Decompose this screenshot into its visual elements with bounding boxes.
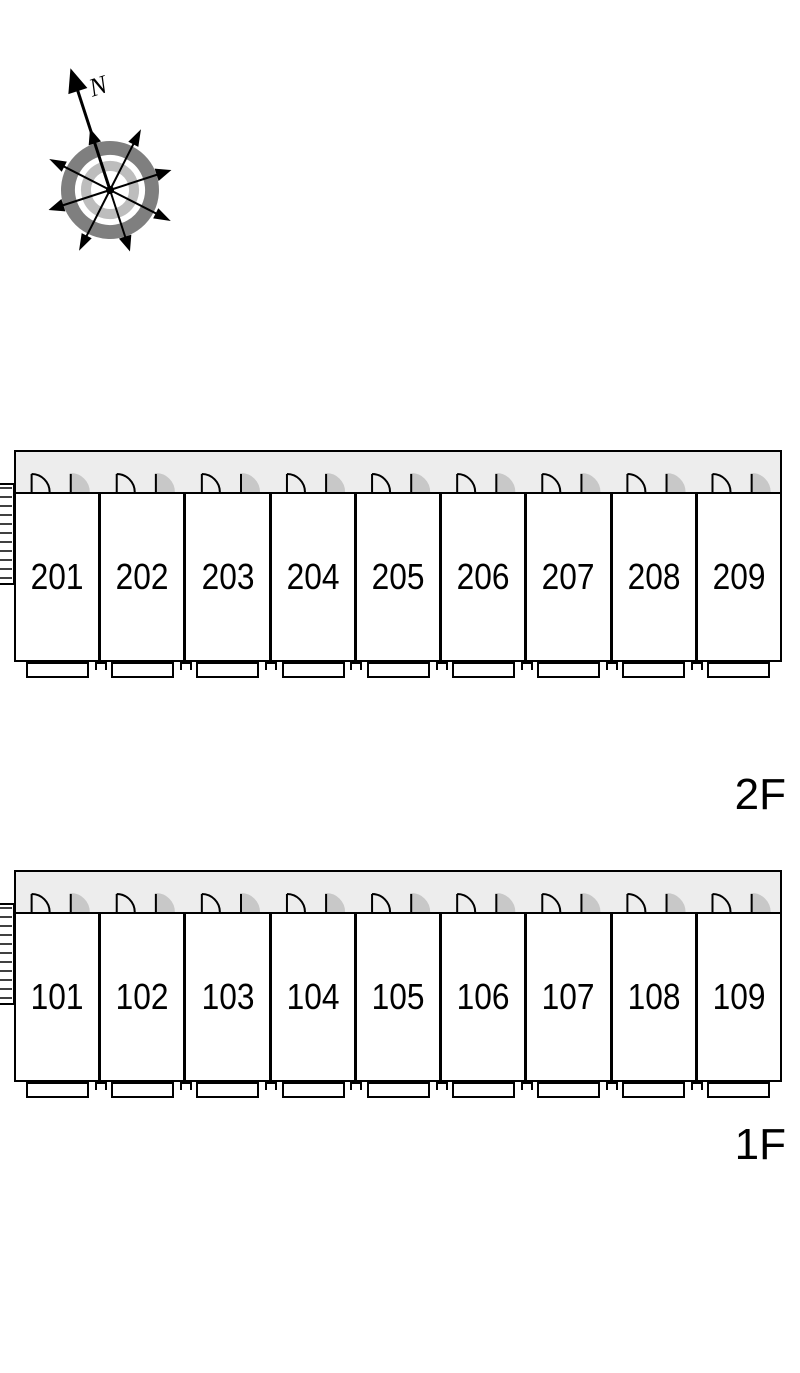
unit-207: 207 bbox=[527, 494, 612, 660]
balcony-divider bbox=[606, 660, 618, 670]
unit-label: 102 bbox=[116, 976, 169, 1018]
unit-label: 205 bbox=[372, 556, 425, 598]
unit-203: 203 bbox=[186, 494, 271, 660]
unit-label: 202 bbox=[116, 556, 169, 598]
balcony-divider bbox=[180, 660, 192, 670]
door-marks bbox=[16, 452, 784, 492]
balcony-divider bbox=[265, 660, 277, 670]
floor-block-1F: 101 102 103 104 105 106 107 108 109 bbox=[14, 870, 782, 1110]
unit-label: 201 bbox=[31, 556, 84, 598]
balcony bbox=[26, 660, 89, 678]
balcony-divider bbox=[350, 1080, 362, 1090]
unit-107: 107 bbox=[527, 914, 612, 1080]
balcony bbox=[367, 660, 430, 678]
balcony bbox=[707, 660, 770, 678]
balcony bbox=[452, 1080, 515, 1098]
unit-label: 101 bbox=[31, 976, 84, 1018]
unit-label: 208 bbox=[627, 556, 680, 598]
balcony bbox=[196, 1080, 259, 1098]
unit-label: 106 bbox=[457, 976, 510, 1018]
corridor bbox=[14, 450, 782, 492]
balcony bbox=[282, 660, 345, 678]
balcony bbox=[537, 660, 600, 678]
unit-201: 201 bbox=[16, 494, 101, 660]
balcony bbox=[26, 1080, 89, 1098]
units-row: 201 202 203 204 205 206 207 208 209 bbox=[14, 492, 782, 662]
unit-109: 109 bbox=[698, 914, 780, 1080]
unit-label: 105 bbox=[372, 976, 425, 1018]
balcony-divider bbox=[265, 1080, 277, 1090]
unit-label: 108 bbox=[627, 976, 680, 1018]
balcony bbox=[622, 1080, 685, 1098]
balcony bbox=[111, 1080, 174, 1098]
unit-209: 209 bbox=[698, 494, 780, 660]
unit-label: 103 bbox=[201, 976, 254, 1018]
balcony bbox=[452, 660, 515, 678]
balcony bbox=[622, 660, 685, 678]
corridor bbox=[14, 870, 782, 912]
unit-202: 202 bbox=[101, 494, 186, 660]
door-marks bbox=[16, 872, 784, 912]
balcony bbox=[282, 1080, 345, 1098]
unit-204: 204 bbox=[272, 494, 357, 660]
balcony bbox=[537, 1080, 600, 1098]
unit-label: 204 bbox=[286, 556, 339, 598]
balcony-row bbox=[14, 1082, 782, 1110]
unit-206: 206 bbox=[442, 494, 527, 660]
unit-label: 107 bbox=[542, 976, 595, 1018]
unit-104: 104 bbox=[272, 914, 357, 1080]
unit-label: 209 bbox=[712, 556, 765, 598]
units-row: 101 102 103 104 105 106 107 108 109 bbox=[14, 912, 782, 1082]
floor-block-2F: 201 202 203 204 205 206 207 208 209 bbox=[14, 450, 782, 690]
unit-103: 103 bbox=[186, 914, 271, 1080]
unit-label: 109 bbox=[712, 976, 765, 1018]
balcony-divider bbox=[436, 1080, 448, 1090]
floor-label-1F: 1F bbox=[735, 1120, 786, 1170]
unit-label: 207 bbox=[542, 556, 595, 598]
balcony-divider bbox=[521, 1080, 533, 1090]
balcony-divider bbox=[95, 660, 107, 670]
balcony bbox=[196, 660, 259, 678]
balcony-row bbox=[14, 662, 782, 690]
unit-label: 206 bbox=[457, 556, 510, 598]
floor-label-2F: 2F bbox=[735, 770, 786, 820]
unit-208: 208 bbox=[613, 494, 698, 660]
unit-101: 101 bbox=[16, 914, 101, 1080]
balcony-divider bbox=[521, 660, 533, 670]
balcony-divider bbox=[436, 660, 448, 670]
unit-label: 203 bbox=[201, 556, 254, 598]
balcony-divider bbox=[180, 1080, 192, 1090]
unit-108: 108 bbox=[613, 914, 698, 1080]
balcony-divider bbox=[606, 1080, 618, 1090]
compass-rose: N bbox=[30, 50, 210, 285]
unit-205: 205 bbox=[357, 494, 442, 660]
balcony-divider bbox=[691, 660, 703, 670]
balcony bbox=[367, 1080, 430, 1098]
unit-106: 106 bbox=[442, 914, 527, 1080]
unit-102: 102 bbox=[101, 914, 186, 1080]
unit-105: 105 bbox=[357, 914, 442, 1080]
balcony-divider bbox=[350, 660, 362, 670]
balcony-divider bbox=[691, 1080, 703, 1090]
balcony bbox=[707, 1080, 770, 1098]
unit-label: 104 bbox=[286, 976, 339, 1018]
compass-n-label: N bbox=[84, 69, 112, 103]
balcony bbox=[111, 660, 174, 678]
compass-svg: N bbox=[30, 50, 210, 280]
balcony-divider bbox=[95, 1080, 107, 1090]
